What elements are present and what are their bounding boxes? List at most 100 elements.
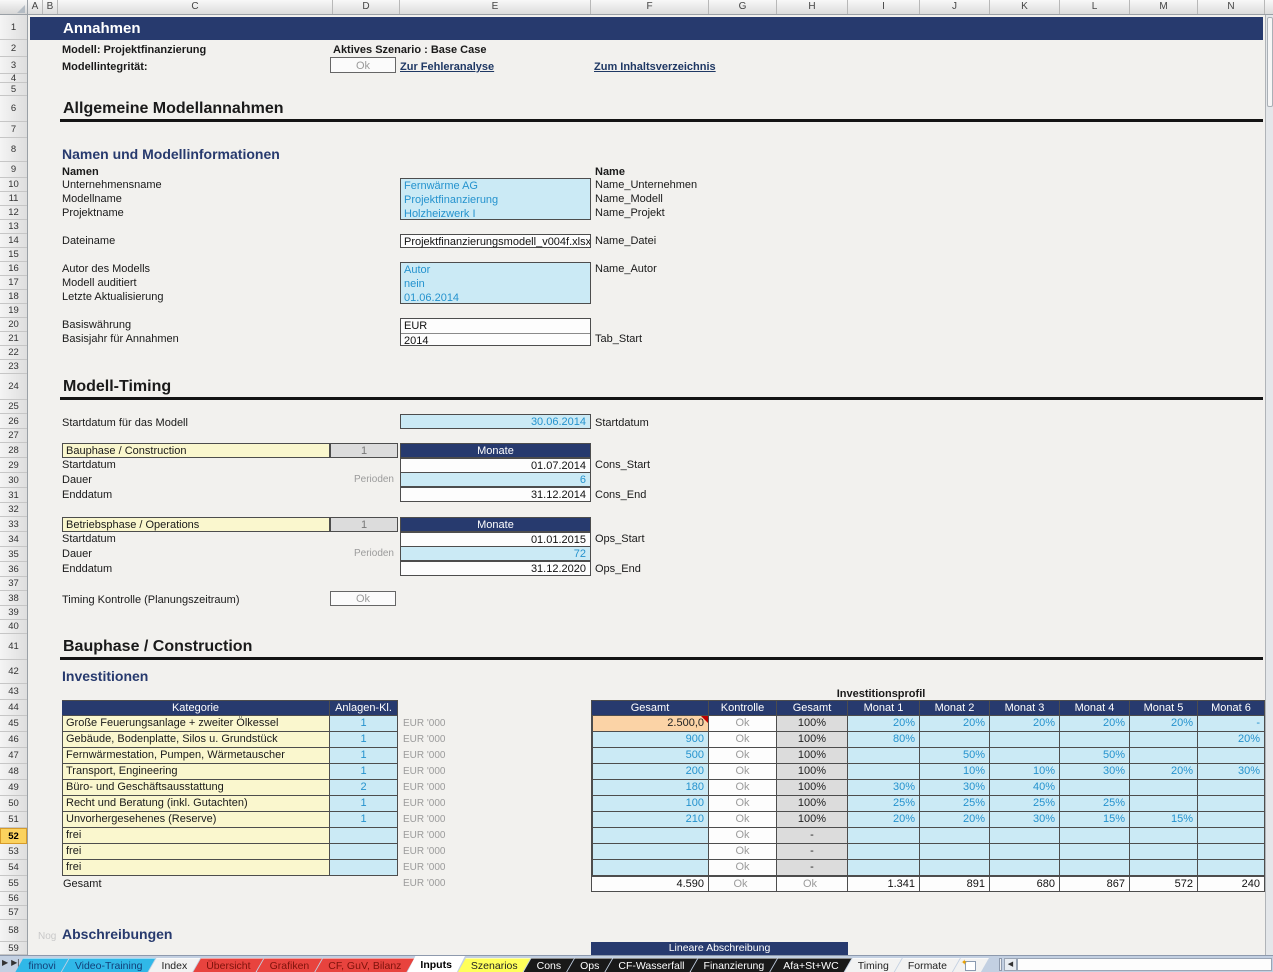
month-percent-cell[interactable]: 30% bbox=[920, 780, 990, 796]
month-percent-cell[interactable]: 40% bbox=[990, 780, 1060, 796]
tab-splitter-handle[interactable] bbox=[998, 958, 1002, 971]
month-percent-cell[interactable]: 30% bbox=[848, 780, 920, 796]
select-all-corner[interactable] bbox=[0, 0, 28, 14]
row-header-16[interactable]: 16 bbox=[0, 262, 27, 276]
month-percent-cell[interactable]: 10% bbox=[920, 764, 990, 780]
column-header-K[interactable]: K bbox=[990, 0, 1060, 14]
value-cell[interactable]: 2014 bbox=[401, 333, 590, 347]
row-header-18[interactable]: 18 bbox=[0, 290, 27, 304]
month-total-cell[interactable]: 572 bbox=[1130, 877, 1198, 892]
row-header-41[interactable]: 41 bbox=[0, 634, 27, 660]
total-amount-cell[interactable]: 4.590 bbox=[592, 877, 709, 892]
row-header-14[interactable]: 14 bbox=[0, 234, 27, 248]
percent-total-cell[interactable]: 100% bbox=[777, 732, 848, 748]
value-cell[interactable]: 01.06.2014 bbox=[404, 292, 460, 304]
phase-count-cell[interactable]: 1 bbox=[330, 443, 398, 458]
control-cell[interactable]: Ok bbox=[709, 860, 777, 876]
value-cell[interactable]: EUR bbox=[404, 320, 428, 332]
phase-value-cell[interactable]: 31.12.2014 bbox=[400, 487, 591, 502]
control-cell[interactable]: Ok bbox=[709, 828, 777, 844]
percent-total-cell[interactable]: - bbox=[777, 844, 848, 860]
total-amount-cell[interactable]: 200 bbox=[592, 764, 709, 780]
month-percent-cell[interactable] bbox=[848, 828, 920, 844]
row-header-47[interactable]: 47 bbox=[0, 748, 27, 764]
column-header-B[interactable]: B bbox=[43, 0, 58, 14]
sheet-tab-grafiken[interactable]: Grafiken bbox=[257, 958, 323, 972]
row-header-9[interactable]: 9 bbox=[0, 162, 27, 178]
asset-class-cell[interactable]: 2 bbox=[330, 780, 398, 796]
percent-total-cell[interactable]: 100% bbox=[777, 716, 848, 732]
row-header-1[interactable]: 1 bbox=[0, 15, 27, 40]
control-cell[interactable]: Ok bbox=[709, 764, 777, 780]
model-integrity-status[interactable]: Ok bbox=[330, 57, 396, 73]
row-header-59[interactable]: 59 bbox=[0, 942, 27, 955]
row-header-28[interactable]: 28 bbox=[0, 443, 27, 458]
sheet-tab-cf-guv-bilanz[interactable]: CF, GuV, Bilanz bbox=[315, 958, 414, 972]
category-cell[interactable]: frei bbox=[62, 860, 330, 876]
row-header-31[interactable]: 31 bbox=[0, 488, 27, 503]
month-percent-cell[interactable] bbox=[1130, 796, 1198, 812]
percent-total-cell[interactable]: 100% bbox=[777, 780, 848, 796]
month-percent-cell[interactable] bbox=[1130, 860, 1198, 876]
row-header-43[interactable]: 43 bbox=[0, 684, 27, 700]
row-header-3[interactable]: 3 bbox=[0, 57, 27, 74]
row-header-2[interactable]: 2 bbox=[0, 40, 27, 57]
row-header-48[interactable]: 48 bbox=[0, 764, 27, 780]
month-percent-cell[interactable] bbox=[848, 844, 920, 860]
row-header-57[interactable]: 57 bbox=[0, 906, 27, 920]
column-header-A[interactable]: A bbox=[28, 0, 43, 14]
total-amount-cell[interactable]: 900 bbox=[592, 732, 709, 748]
month-percent-cell[interactable]: 50% bbox=[1060, 748, 1130, 764]
month-percent-cell[interactable]: 15% bbox=[1060, 812, 1130, 828]
sheet-tab-formate[interactable]: Formate bbox=[895, 958, 960, 972]
month-percent-cell[interactable] bbox=[1198, 828, 1265, 844]
month-percent-cell[interactable]: 20% bbox=[1060, 716, 1130, 732]
row-header-21[interactable]: 21 bbox=[0, 332, 27, 346]
month-percent-cell[interactable]: 30% bbox=[1060, 764, 1130, 780]
column-header-N[interactable]: N bbox=[1198, 0, 1265, 14]
column-header-L[interactable]: L bbox=[1060, 0, 1130, 14]
row-header-36[interactable]: 36 bbox=[0, 562, 27, 577]
month-percent-cell[interactable] bbox=[990, 844, 1060, 860]
row-header-45[interactable]: 45 bbox=[0, 716, 27, 732]
value-cell[interactable]: Projektfinanzierungsmodell_v004f.xlsx bbox=[404, 236, 590, 248]
month-percent-cell[interactable]: 25% bbox=[920, 796, 990, 812]
total-amount-cell[interactable]: 2.500,0 bbox=[592, 716, 709, 732]
control-cell[interactable]: Ok bbox=[709, 796, 777, 812]
month-percent-cell[interactable]: 20% bbox=[1198, 732, 1265, 748]
month-percent-cell[interactable] bbox=[848, 748, 920, 764]
row-header-29[interactable]: 29 bbox=[0, 458, 27, 473]
asset-class-cell[interactable]: 1 bbox=[330, 716, 398, 732]
month-percent-cell[interactable] bbox=[920, 732, 990, 748]
row-header-15[interactable]: 15 bbox=[0, 248, 27, 262]
month-percent-cell[interactable]: 20% bbox=[1130, 716, 1198, 732]
month-percent-cell[interactable] bbox=[1060, 828, 1130, 844]
category-cell[interactable]: Unvorhergesehenes (Reserve) bbox=[62, 812, 330, 828]
category-cell[interactable]: Fernwärmestation, Pumpen, Wärmetauscher bbox=[62, 748, 330, 764]
insert-sheet-tab[interactable] bbox=[953, 958, 989, 972]
row-header-8[interactable]: 8 bbox=[0, 138, 27, 162]
sheet-tab-übersicht[interactable]: Übersicht bbox=[193, 958, 263, 972]
control-cell[interactable]: Ok bbox=[709, 877, 777, 892]
month-percent-cell[interactable] bbox=[1130, 780, 1198, 796]
month-percent-cell[interactable]: 20% bbox=[920, 716, 990, 732]
column-header-H[interactable]: H bbox=[777, 0, 848, 14]
sheet-tab-afa+st+wc[interactable]: Afa+St+WC bbox=[770, 958, 851, 972]
vertical-scrollbar-thumb[interactable] bbox=[1267, 17, 1273, 107]
phase-value-cell[interactable]: 01.07.2014 bbox=[400, 458, 591, 473]
column-header-D[interactable]: D bbox=[333, 0, 400, 14]
control-cell[interactable]: Ok bbox=[709, 812, 777, 828]
row-header-10[interactable]: 10 bbox=[0, 178, 27, 192]
month-percent-cell[interactable] bbox=[990, 748, 1060, 764]
month-percent-cell[interactable] bbox=[1130, 844, 1198, 860]
sheet-tab-cf-wasserfall[interactable]: CF-Wasserfall bbox=[605, 958, 697, 972]
row-header-11[interactable]: 11 bbox=[0, 192, 27, 206]
month-percent-cell[interactable] bbox=[1198, 812, 1265, 828]
month-percent-cell[interactable] bbox=[1060, 780, 1130, 796]
month-percent-cell[interactable] bbox=[920, 828, 990, 844]
row-header-54[interactable]: 54 bbox=[0, 860, 27, 876]
row-header-5[interactable]: 5 bbox=[0, 83, 27, 96]
month-percent-cell[interactable]: 25% bbox=[1060, 796, 1130, 812]
sheet-tab-szenarios[interactable]: Szenarios bbox=[458, 958, 531, 972]
month-total-cell[interactable]: 680 bbox=[990, 877, 1060, 892]
